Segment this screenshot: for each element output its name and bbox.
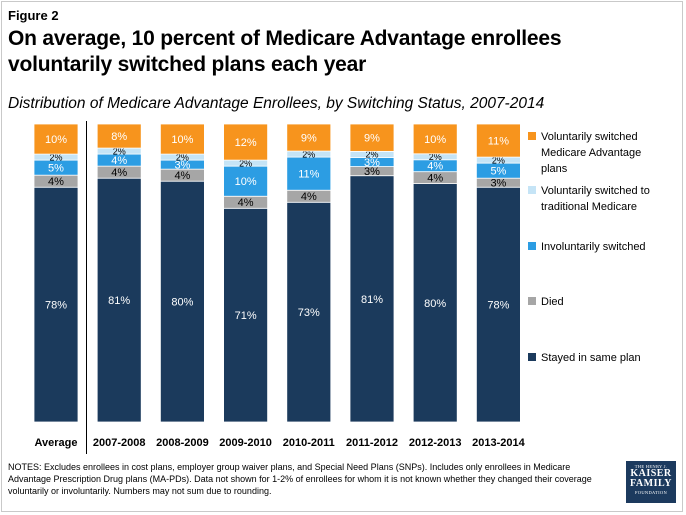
bar-data-label: 9% bbox=[364, 133, 380, 145]
bar-data-label: 12% bbox=[235, 137, 257, 149]
bar-segment-4-1 bbox=[96, 123, 142, 149]
bar-segment-0-2 bbox=[159, 180, 205, 423]
bar-data-label: 80% bbox=[171, 297, 193, 309]
x-tick-label: 2011-2012 bbox=[346, 437, 398, 449]
bar-segment-4-7 bbox=[475, 123, 521, 158]
bar-data-label: 71% bbox=[235, 310, 257, 322]
bar-data-label: 3% bbox=[490, 178, 506, 190]
chart-notes: NOTES: Excludes enrollees in cost plans,… bbox=[8, 462, 592, 496]
bar-data-label: 78% bbox=[45, 300, 67, 312]
legend-label: Involuntarily switched bbox=[541, 241, 646, 253]
bar-data-label: 10% bbox=[235, 176, 257, 188]
bar-data-label: 4% bbox=[111, 155, 127, 167]
legend-label: Medicare Advantage bbox=[541, 147, 641, 159]
bar-segment-2-4 bbox=[286, 156, 332, 191]
x-tick-label: 2010-2011 bbox=[283, 437, 335, 449]
bar-segment-4-3 bbox=[223, 123, 269, 161]
logo-line-1: THE HENRY J. bbox=[634, 464, 668, 469]
bar-data-label: 80% bbox=[424, 298, 446, 310]
legend-swatch-2 bbox=[528, 242, 536, 250]
bar-data-label: 81% bbox=[108, 295, 130, 307]
bar-segment-0-1 bbox=[96, 177, 142, 423]
legend-swatch-0 bbox=[528, 353, 536, 361]
logo-line-2: KAISER bbox=[630, 468, 672, 479]
bar-data-label: 3% bbox=[174, 160, 190, 172]
bar-data-label: 4% bbox=[427, 173, 443, 185]
bar-data-label: 10% bbox=[171, 134, 193, 146]
bar-data-label: 73% bbox=[298, 307, 320, 319]
bar-data-label: 4% bbox=[427, 161, 443, 173]
bar-segment-0-7 bbox=[475, 186, 521, 423]
legend-label: Died bbox=[541, 296, 564, 308]
bar-data-label: 4% bbox=[238, 197, 254, 209]
bar-data-label: 3% bbox=[364, 157, 380, 169]
legend-label: Stayed in same plan bbox=[541, 352, 641, 364]
bar-data-label: 81% bbox=[361, 294, 383, 306]
logo-line-4: FOUNDATION bbox=[635, 490, 667, 495]
bar-data-label: 2% bbox=[176, 152, 189, 162]
bar-segment-0-6 bbox=[412, 183, 458, 423]
bar-data-label: 11% bbox=[298, 169, 319, 181]
bar-segment-0-5 bbox=[349, 175, 395, 423]
bar-data-label: 8% bbox=[111, 131, 127, 143]
bar-segment-4-5 bbox=[349, 123, 395, 152]
x-tick-label: 2008-2009 bbox=[156, 437, 209, 449]
bar-data-label: 2% bbox=[113, 146, 126, 156]
bar-segment-0-4 bbox=[286, 201, 332, 423]
bar-segment-0-3 bbox=[223, 207, 269, 423]
x-tick-label: 2013-2014 bbox=[472, 437, 525, 449]
bar-data-label: 4% bbox=[111, 167, 127, 179]
kff-logo: THE HENRY J. KAISER FAMILY FOUNDATION bbox=[626, 461, 676, 503]
bar-data-label: 3% bbox=[364, 166, 380, 178]
legend-label: traditional Medicare bbox=[541, 201, 637, 213]
bar-data-label: 2% bbox=[492, 155, 505, 165]
x-tick-label: 2007-2008 bbox=[93, 437, 146, 449]
bar-data-label: 5% bbox=[48, 163, 64, 175]
bar-data-label: 11% bbox=[488, 136, 509, 148]
bar-data-label: 10% bbox=[45, 134, 67, 146]
logo-line-3: FAMILY bbox=[630, 478, 672, 489]
legend-label: Voluntarily switched bbox=[541, 131, 638, 143]
x-tick-label: 2012-2013 bbox=[409, 437, 462, 449]
legend-label: Voluntarily switched to bbox=[541, 185, 650, 197]
bar-segment-4-0 bbox=[33, 123, 79, 155]
bar-data-label: 2% bbox=[239, 158, 252, 168]
bar-data-label: 4% bbox=[301, 191, 317, 203]
x-tick-label: Average bbox=[34, 437, 77, 449]
bar-segment-4-6 bbox=[412, 123, 458, 155]
bar-data-label: 2% bbox=[49, 152, 62, 162]
legend-swatch-3 bbox=[528, 186, 536, 194]
legend-swatch-1 bbox=[528, 297, 536, 305]
bar-segment-2-3 bbox=[223, 165, 269, 197]
bar-data-label: 10% bbox=[424, 134, 446, 146]
bar-segment-4-4 bbox=[286, 123, 332, 152]
bar-data-label: 4% bbox=[48, 176, 64, 188]
bar-segment-0-0 bbox=[33, 186, 79, 423]
bar-data-label: 5% bbox=[490, 166, 506, 178]
bar-segment-4-2 bbox=[159, 123, 205, 155]
x-tick-label: 2009-2010 bbox=[219, 437, 272, 449]
figure-label: Figure 2 bbox=[8, 8, 59, 23]
bar-data-label: 2% bbox=[302, 149, 315, 159]
bar-data-label: 2% bbox=[429, 152, 442, 162]
bar-data-label: 4% bbox=[174, 170, 190, 182]
bar-data-label: 9% bbox=[301, 133, 317, 145]
legend-swatch-4 bbox=[528, 132, 536, 140]
chart-subtitle: Distribution of Medicare Advantage Enrol… bbox=[8, 95, 545, 112]
bar-data-label: 2% bbox=[365, 150, 378, 160]
legend-label: plans bbox=[541, 163, 568, 175]
chart-title: On average, 10 percent of Medicare Advan… bbox=[8, 27, 562, 76]
bar-data-label: 78% bbox=[487, 300, 509, 312]
